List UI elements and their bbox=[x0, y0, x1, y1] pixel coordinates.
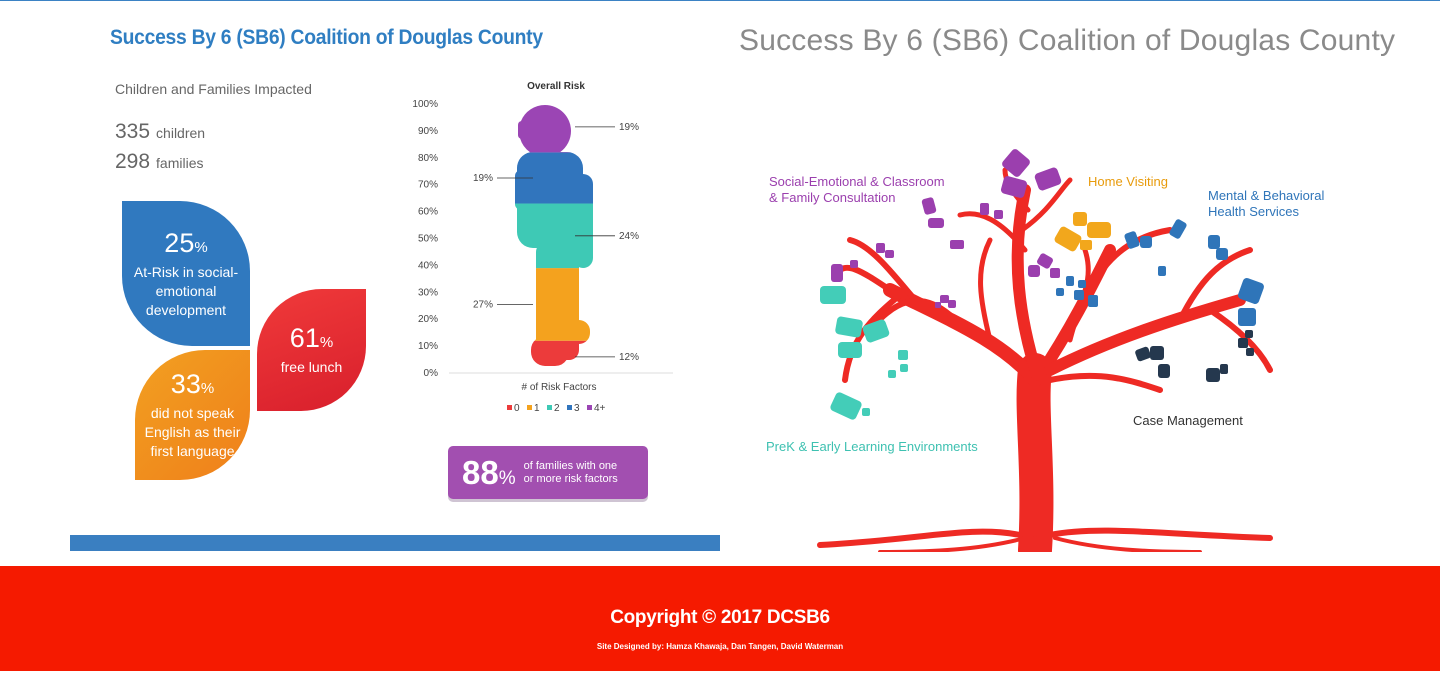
children-stat: 335 children bbox=[115, 120, 205, 144]
families-risk-text-line1: of families with one bbox=[523, 459, 618, 472]
legend-swatch-2 bbox=[547, 405, 552, 410]
value-label-3: 19% bbox=[473, 173, 493, 184]
families-risk-text-line2: or more risk factors bbox=[523, 472, 618, 485]
legend-swatch-0 bbox=[507, 405, 512, 410]
x-axis-label: # of Risk Factors bbox=[521, 382, 596, 393]
site-credits: Site Designed by: Hamza Khawaja, Dan Tan… bbox=[596, 642, 844, 651]
chart-title: Overall Risk bbox=[527, 81, 585, 92]
mental-behavioral-label: Mental & Behavioral Health Services bbox=[1208, 188, 1324, 220]
percent-sign: % bbox=[498, 467, 516, 489]
case-management-label: Case Management bbox=[1133, 413, 1243, 428]
home-visiting-label: Home Visiting bbox=[1088, 174, 1168, 189]
english-language-value: 33 bbox=[170, 369, 201, 399]
site-footer: Copyright © 2017 DCSB6 Site Designed by:… bbox=[0, 566, 1440, 671]
mental-behavioral-label-line1: Mental & Behavioral bbox=[1208, 188, 1325, 203]
families-stat: 298 families bbox=[115, 150, 204, 174]
tree-branches bbox=[817, 167, 1273, 552]
value-label-2: 24% bbox=[619, 231, 639, 242]
y-tick-label: 10% bbox=[418, 341, 438, 352]
impact-heading: Children and Families Impacted bbox=[115, 81, 312, 97]
value-label-4+: 19% bbox=[619, 122, 639, 133]
english-language-leaf: 33% did not speak English as their first… bbox=[135, 350, 250, 480]
infographic-title: Success By 6 (SB6) Coalition of Douglas … bbox=[110, 26, 543, 49]
percent-sign: % bbox=[200, 380, 215, 397]
y-tick-label: 0% bbox=[424, 368, 439, 379]
y-tick-label: 70% bbox=[418, 180, 438, 191]
english-language-caption: did not speak English as their first lan… bbox=[144, 405, 241, 459]
social-emotional-risk-leaf: 25% At-Risk in social-emotional developm… bbox=[122, 201, 250, 346]
social-emotional-leaves bbox=[831, 149, 1062, 308]
y-tick-label: 40% bbox=[418, 260, 438, 271]
percent-sign: % bbox=[194, 238, 208, 256]
tree-title: Success By 6 (SB6) Coalition of Douglas … bbox=[739, 24, 1396, 57]
legend-swatch-1 bbox=[527, 405, 532, 410]
legend-swatch-3 bbox=[567, 405, 572, 410]
mental-behavioral-label-line2: Health Services bbox=[1208, 204, 1300, 219]
children-label: children bbox=[156, 125, 206, 141]
value-label-1: 27% bbox=[473, 299, 493, 310]
y-tick-label: 50% bbox=[418, 234, 438, 245]
y-tick-label: 30% bbox=[418, 287, 438, 298]
mental-behavioral-leaves bbox=[1056, 219, 1264, 326]
y-axis-ticks: 0% 10% 20% 30% 40% 50% 60% 70% 80% 90% 100% bbox=[412, 99, 438, 379]
case-management-leaves bbox=[1135, 330, 1254, 382]
legend-label-3: 3 bbox=[574, 403, 580, 414]
y-tick-label: 80% bbox=[418, 153, 438, 164]
value-leaders: 12% 27% 24% 19% 19% bbox=[473, 122, 639, 363]
top-border bbox=[0, 0, 1440, 1]
free-lunch-caption: free lunch bbox=[280, 359, 343, 375]
risk-bands bbox=[515, 105, 593, 366]
services-tree-illustration bbox=[817, 149, 1273, 552]
legend-label-2: 2 bbox=[554, 403, 560, 414]
free-lunch-leaf: 61% free lunch bbox=[257, 289, 366, 411]
prek-label: PreK & Early Learning Environments bbox=[766, 439, 978, 454]
legend-label-0: 0 bbox=[514, 403, 520, 414]
y-tick-label: 60% bbox=[418, 207, 438, 218]
social-emotional-label-line1: Social-Emotional & Classroom bbox=[769, 174, 945, 189]
legend-swatch-4+ bbox=[587, 405, 592, 410]
legend-label-4+: 4+ bbox=[594, 403, 606, 414]
copyright-text: Copyright © 2017 DCSB6 bbox=[610, 607, 830, 628]
families-count: 298 bbox=[115, 150, 151, 173]
families-label: families bbox=[156, 155, 204, 171]
home-visiting-leaves bbox=[1054, 212, 1111, 252]
y-tick-label: 90% bbox=[418, 126, 438, 137]
social-emotional-risk-value: 25 bbox=[164, 227, 195, 258]
y-tick-label: 20% bbox=[418, 314, 438, 325]
prek-leaves bbox=[820, 286, 908, 420]
value-label-0: 12% bbox=[619, 352, 639, 363]
social-emotional-label-line2: & Family Consultation bbox=[769, 190, 896, 205]
percent-sign: % bbox=[319, 334, 334, 351]
section-divider-bar bbox=[70, 535, 720, 551]
children-count: 335 bbox=[115, 120, 151, 143]
social-emotional-label: Social-Emotional & Classroom & Family Co… bbox=[769, 174, 945, 206]
chart-legend: 0 1 2 3 4+ bbox=[507, 403, 606, 414]
y-tick-label: 100% bbox=[412, 99, 438, 110]
overall-risk-chart: Overall Risk 0% 10% 20% 30% 40% 50% 60% 70% 80% 9… bbox=[412, 81, 673, 414]
families-risk-value: 88 bbox=[462, 453, 499, 491]
social-emotional-risk-caption: At-Risk in social-emotional development bbox=[133, 263, 239, 318]
legend-label-1: 1 bbox=[534, 403, 540, 414]
free-lunch-value: 61 bbox=[289, 323, 320, 353]
families-risk-badge: 88% of families with one or more risk fa… bbox=[448, 446, 648, 499]
